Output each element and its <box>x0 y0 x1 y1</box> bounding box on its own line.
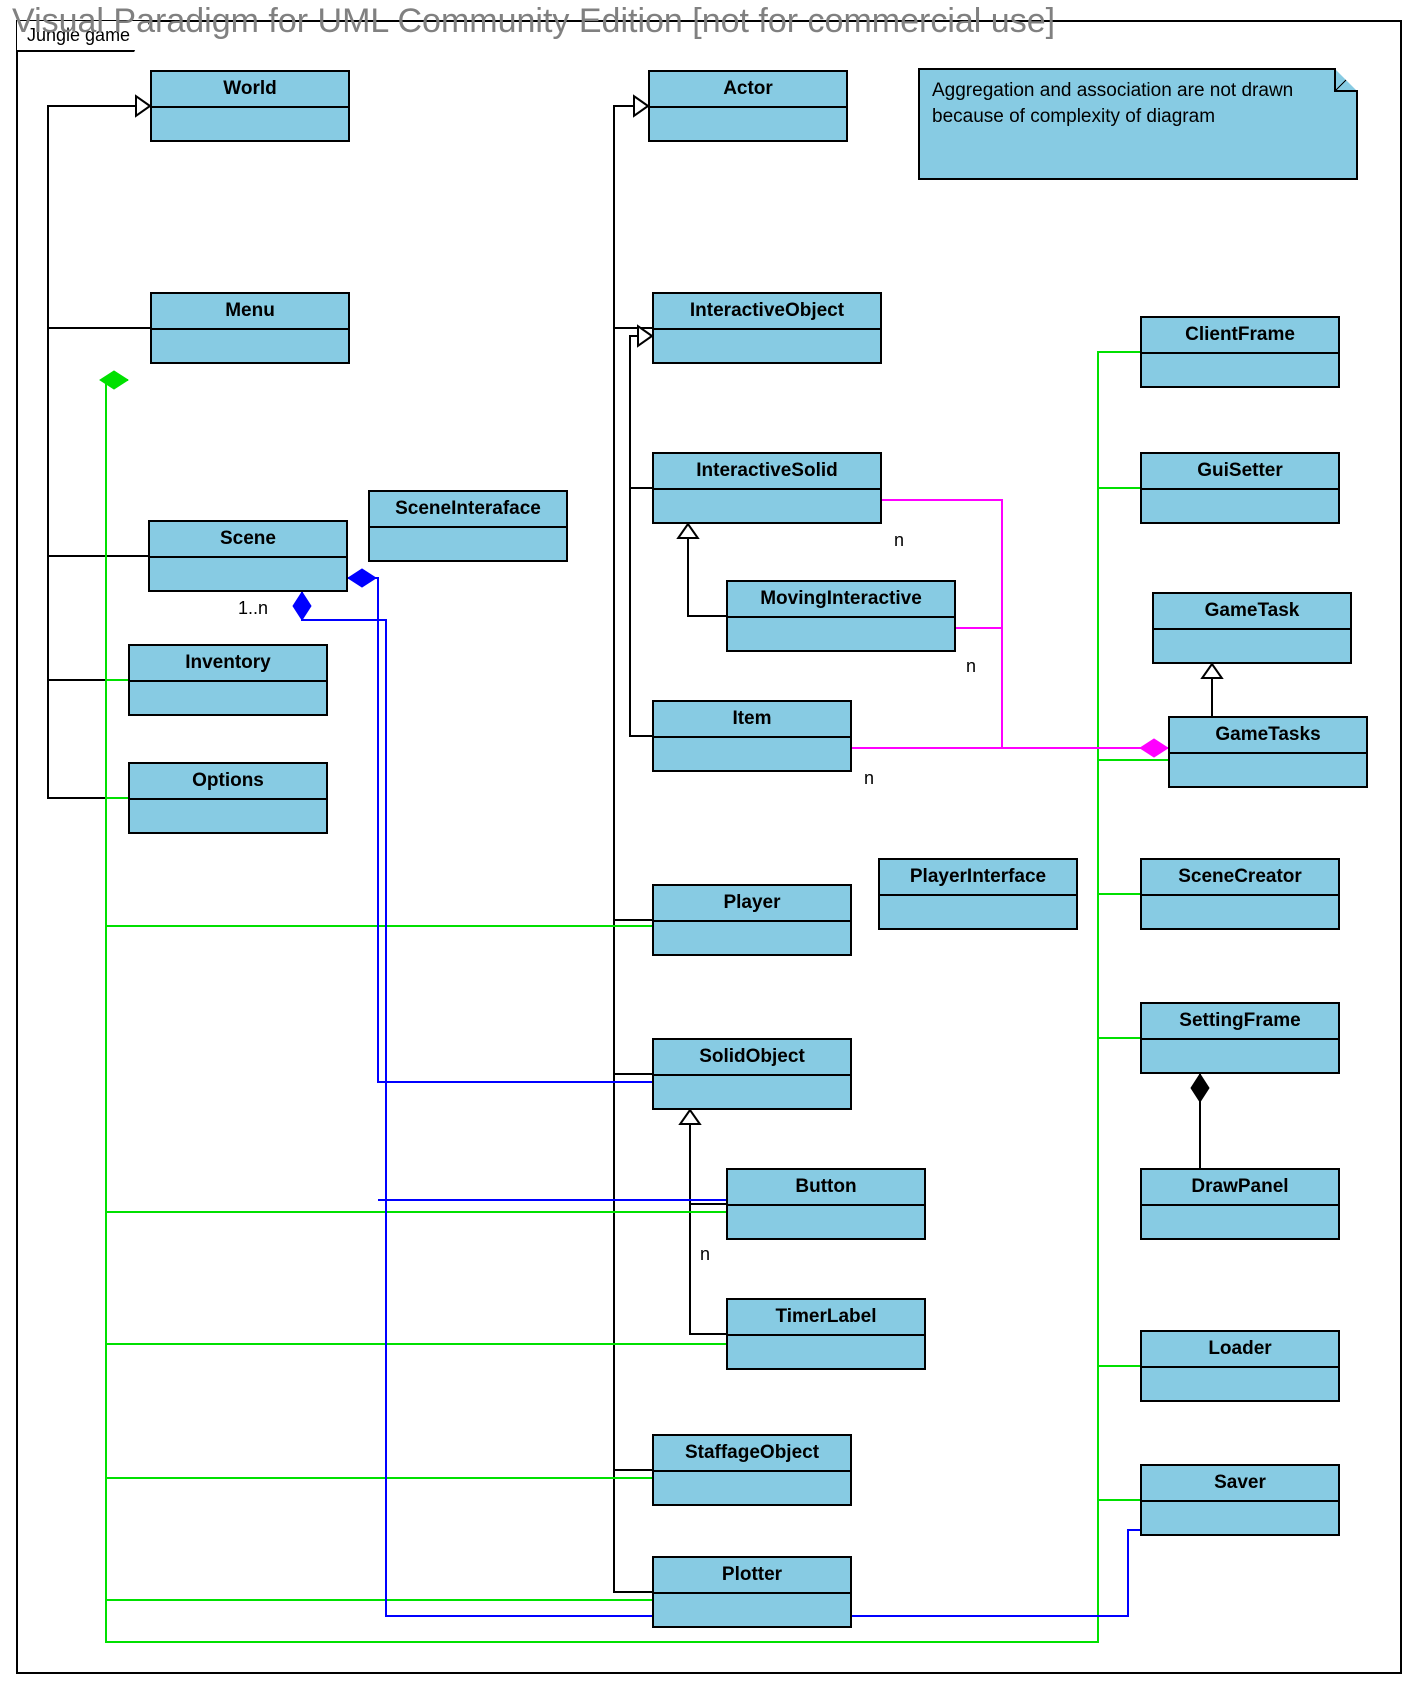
class-body <box>370 528 566 560</box>
class-guisetter[interactable]: GuiSetter <box>1140 452 1340 524</box>
class-body <box>152 330 348 362</box>
watermark-text: Visual Paradigm for UML Community Editio… <box>12 2 1055 41</box>
diagram-frame: Jungle game <box>16 20 1402 1674</box>
class-name-label: Button <box>728 1170 924 1206</box>
class-name-label: TimerLabel <box>728 1300 924 1336</box>
class-saver[interactable]: Saver <box>1140 1464 1340 1536</box>
class-name-label: MovingInteractive <box>728 582 954 618</box>
class-name-label: GameTask <box>1154 594 1350 630</box>
class-body <box>1142 896 1338 928</box>
class-scene[interactable]: Scene <box>148 520 348 592</box>
class-body <box>654 922 850 954</box>
class-name-label: StaffageObject <box>654 1436 850 1472</box>
class-plotter[interactable]: Plotter <box>652 1556 852 1628</box>
class-body <box>150 558 346 590</box>
class-body <box>1142 1040 1338 1072</box>
class-name-label: Menu <box>152 294 348 330</box>
class-movinginteractive[interactable]: MovingInteractive <box>726 580 956 652</box>
class-body <box>654 1594 850 1626</box>
class-name-label: InteractiveObject <box>654 294 880 330</box>
class-body <box>728 618 954 650</box>
class-clientframe[interactable]: ClientFrame <box>1140 316 1340 388</box>
class-body <box>654 330 880 362</box>
class-body <box>1142 1368 1338 1400</box>
class-sceneinteraface[interactable]: SceneInteraface <box>368 490 568 562</box>
class-timerlabel[interactable]: TimerLabel <box>726 1298 926 1370</box>
class-staffageobject[interactable]: StaffageObject <box>652 1434 852 1506</box>
class-button[interactable]: Button <box>726 1168 926 1240</box>
class-name-label: ClientFrame <box>1142 318 1338 354</box>
class-body <box>728 1336 924 1368</box>
class-solidobject[interactable]: SolidObject <box>652 1038 852 1110</box>
class-name-label: DrawPanel <box>1142 1170 1338 1206</box>
class-name-label: World <box>152 72 348 108</box>
class-settingframe[interactable]: SettingFrame <box>1140 1002 1340 1074</box>
class-body <box>654 1472 850 1504</box>
class-item[interactable]: Item <box>652 700 852 772</box>
class-name-label: Player <box>654 886 850 922</box>
class-actor[interactable]: Actor <box>648 70 848 142</box>
class-name-label: Plotter <box>654 1558 850 1594</box>
class-name-label: Loader <box>1142 1332 1338 1368</box>
class-body <box>130 682 326 714</box>
class-name-label: GuiSetter <box>1142 454 1338 490</box>
class-body <box>650 108 846 140</box>
uml-note: Aggregation and association are not draw… <box>918 68 1358 180</box>
class-playerinterface[interactable]: PlayerInterface <box>878 858 1078 930</box>
class-name-label: Item <box>654 702 850 738</box>
multiplicity-label: n <box>700 1244 710 1265</box>
class-body <box>728 1206 924 1238</box>
class-name-label: Scene <box>150 522 346 558</box>
class-name-label: SceneCreator <box>1142 860 1338 896</box>
class-player[interactable]: Player <box>652 884 852 956</box>
class-body <box>152 108 348 140</box>
class-scenecreator[interactable]: SceneCreator <box>1140 858 1340 930</box>
class-menu[interactable]: Menu <box>150 292 350 364</box>
class-drawpanel[interactable]: DrawPanel <box>1140 1168 1340 1240</box>
class-name-label: GameTasks <box>1170 718 1366 754</box>
class-interactiveobject[interactable]: InteractiveObject <box>652 292 882 364</box>
class-interactivesolid[interactable]: InteractiveSolid <box>652 452 882 524</box>
class-world[interactable]: World <box>150 70 350 142</box>
multiplicity-label: n <box>966 656 976 677</box>
class-inventory[interactable]: Inventory <box>128 644 328 716</box>
class-name-label: SolidObject <box>654 1040 850 1076</box>
class-body <box>1142 1206 1338 1238</box>
class-name-label: SettingFrame <box>1142 1004 1338 1040</box>
multiplicity-label: n <box>894 530 904 551</box>
class-name-label: Options <box>130 764 326 800</box>
note-fold-icon <box>1334 68 1358 92</box>
class-body <box>1170 754 1366 786</box>
class-body <box>1142 354 1338 386</box>
class-body <box>1142 1502 1338 1534</box>
class-gametask[interactable]: GameTask <box>1152 592 1352 664</box>
class-options[interactable]: Options <box>128 762 328 834</box>
class-name-label: SceneInteraface <box>370 492 566 528</box>
multiplicity-label: 1..n <box>238 598 268 619</box>
class-gametasks[interactable]: GameTasks <box>1168 716 1368 788</box>
class-body <box>130 800 326 832</box>
class-name-label: Saver <box>1142 1466 1338 1502</box>
class-body <box>1142 490 1338 522</box>
class-body <box>880 896 1076 928</box>
class-body <box>1154 630 1350 662</box>
class-name-label: Inventory <box>130 646 326 682</box>
class-loader[interactable]: Loader <box>1140 1330 1340 1402</box>
uml-canvas: Visual Paradigm for UML Community Editio… <box>0 0 1417 1693</box>
multiplicity-label: n <box>864 768 874 789</box>
class-name-label: InteractiveSolid <box>654 454 880 490</box>
class-name-label: PlayerInterface <box>880 860 1076 896</box>
class-body <box>654 1076 850 1108</box>
class-body <box>654 738 850 770</box>
class-name-label: Actor <box>650 72 846 108</box>
class-body <box>654 490 880 522</box>
